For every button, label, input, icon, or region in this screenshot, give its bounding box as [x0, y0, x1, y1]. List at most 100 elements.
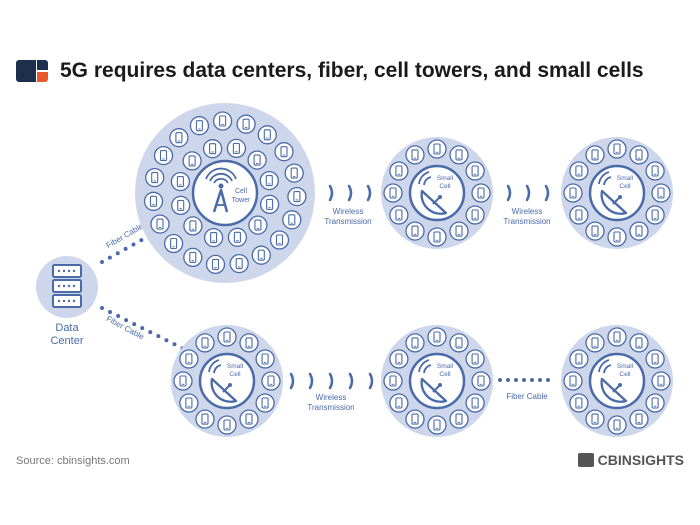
phone-icon [183, 247, 203, 268]
wireless-waves-bottom [289, 372, 374, 390]
phone-icon [247, 150, 267, 170]
phone-icon [217, 327, 237, 347]
wireless-label-top-2b: Transmission [503, 217, 550, 226]
phone-icon [153, 145, 174, 166]
phone-icon [389, 393, 409, 413]
wireless-label-top-2a: Wireless [512, 207, 543, 216]
small-cell-label-1: Small [227, 363, 244, 370]
phone-icon [569, 393, 589, 413]
cell-tower-label-2: Tower [232, 197, 251, 204]
phone-icon [269, 230, 290, 250]
phone-icon [585, 333, 605, 353]
phone-icon [471, 371, 491, 391]
wireless-waves-top-2 [506, 184, 550, 202]
data-center-node: Data Center [36, 256, 98, 347]
phone-icon [585, 221, 605, 241]
phone-icon [427, 327, 447, 347]
phone-icon [227, 227, 248, 247]
phone-icon [205, 254, 226, 275]
phone-icon [645, 161, 665, 181]
phone-icon [405, 333, 425, 353]
phone-icon [195, 409, 215, 429]
phone-icon [563, 371, 583, 391]
phone-icon [585, 409, 605, 429]
source-note: Source: cbinsights.com [16, 455, 130, 467]
phone-icon [217, 415, 237, 435]
phone-icon [248, 215, 268, 235]
phone-icon [563, 183, 583, 203]
wireless-label-top-1a: Wireless [333, 207, 364, 216]
cb-logo-icon [16, 60, 48, 82]
phone-icon [449, 221, 469, 241]
phone-icon [145, 167, 165, 188]
phone-icon [183, 216, 203, 236]
phone-icon [427, 415, 447, 435]
small-cell-label-1: Small [437, 175, 454, 182]
phone-icon [629, 409, 649, 429]
phone-icon [212, 111, 233, 131]
phone-icon [389, 161, 409, 181]
phone-icon [202, 139, 223, 159]
cell-tower-label-1: Cell [235, 188, 248, 195]
phone-icon [169, 128, 189, 148]
small-cell-label-1: Small [437, 363, 454, 370]
fiber-cable-label-upper: Fiber Cable [105, 221, 146, 250]
phone-icon [150, 214, 170, 234]
small-cell-label-2: Cell [439, 371, 451, 378]
header: 5G requires data centers, fiber, cell to… [16, 56, 644, 86]
phone-icon [449, 333, 469, 353]
phone-icon [284, 163, 304, 183]
phone-icon [607, 139, 627, 159]
phone-icon [607, 327, 627, 347]
phone-icon [465, 393, 485, 413]
phone-icon [239, 333, 259, 353]
phone-icon [569, 161, 589, 181]
phone-icon [229, 253, 249, 274]
phone-icon [427, 227, 447, 247]
phone-icon [255, 349, 275, 369]
phone-icon [405, 221, 425, 241]
cell-tower-node: Cell Tower [135, 103, 315, 283]
phone-icon [449, 409, 469, 429]
page-title: 5G requires data centers, fiber, cell to… [60, 59, 644, 82]
phone-icon [449, 145, 469, 165]
phone-icon [182, 151, 202, 171]
small-cell-label-2: Cell [619, 371, 631, 378]
wireless-label-top-1b: Transmission [324, 217, 371, 226]
phone-icon [569, 205, 589, 225]
phone-icon [471, 183, 491, 203]
phone-icon [251, 245, 271, 265]
phone-icon [259, 170, 279, 191]
phone-icon [163, 233, 184, 254]
phone-icon [645, 205, 665, 225]
phone-icon [179, 349, 199, 369]
phone-icon [282, 210, 302, 230]
fiber-cable-bottom-right: Fiber Cable [498, 378, 554, 401]
small-cell-label-1: Small [617, 175, 634, 182]
phone-icon [143, 191, 164, 211]
phone-icon [645, 349, 665, 369]
small-cell-label-2: Cell [229, 371, 241, 378]
cbinsights-brand: CBINSIGHTS [577, 452, 684, 468]
phone-icon [405, 409, 425, 429]
phone-icon [236, 114, 256, 134]
phone-icon [259, 194, 280, 215]
phone-icon [465, 349, 485, 369]
phone-icon [261, 371, 281, 391]
phone-icon [569, 349, 589, 369]
phone-icon [607, 227, 627, 247]
data-center-label-2: Center [50, 335, 83, 347]
phone-icon [629, 145, 649, 165]
cbinsights-logo-icon [577, 453, 594, 467]
phone-icon [255, 393, 275, 413]
fiber-cable-lower: Fiber Cable [100, 306, 192, 354]
wireless-waves-top-1 [328, 184, 372, 202]
data-center-label-1: Data [55, 322, 79, 334]
small-cell-label-2: Cell [619, 183, 631, 190]
phone-icon [203, 227, 224, 248]
